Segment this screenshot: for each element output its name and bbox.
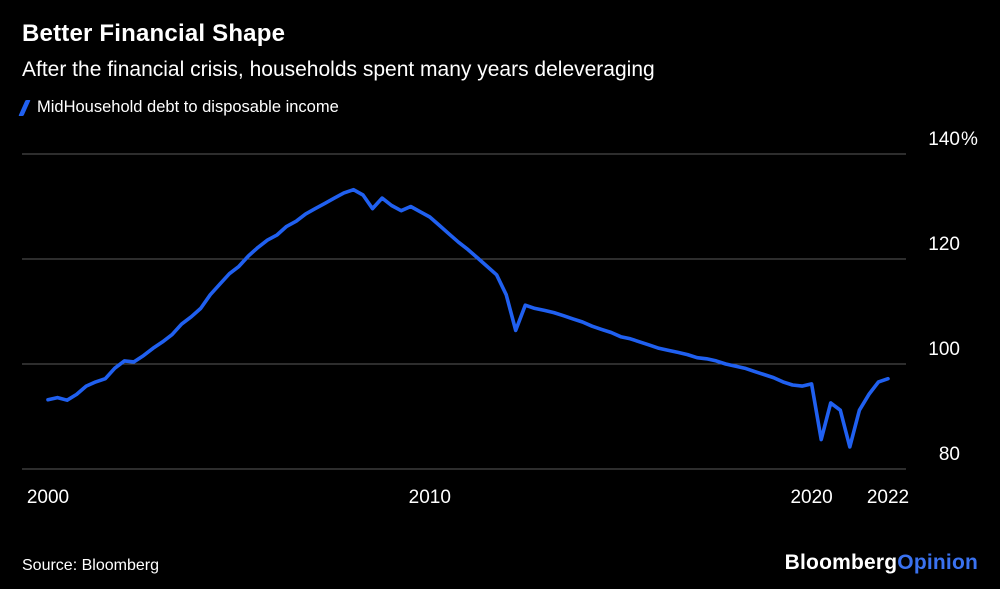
legend: MidHousehold debt to disposable income: [18, 98, 978, 117]
svg-text:%: %: [961, 129, 978, 150]
svg-text:2010: 2010: [409, 487, 451, 508]
svg-text:2022: 2022: [867, 487, 909, 508]
svg-text:120: 120: [928, 234, 960, 255]
logo-bloomberg: Bloomberg: [784, 551, 898, 574]
line-chart: 140 % 120 100 80 2000 2010 2020 2022: [22, 129, 978, 508]
svg-text:2020: 2020: [790, 487, 832, 508]
chart-title: Better Financial Shape: [22, 20, 286, 47]
svg-text:140: 140: [928, 129, 960, 150]
logo-opinion: Opinion: [897, 551, 978, 574]
bloomberg-opinion-logo: BloombergOpinion: [785, 551, 978, 575]
chart-subtitle: After the financial crisis, households s…: [22, 58, 655, 81]
svg-text:80: 80: [939, 444, 960, 465]
chart-footer: Source: Bloomberg BloombergOpinion: [22, 551, 978, 575]
legend-line-marker-icon: [18, 99, 31, 116]
svg-text:100: 100: [928, 339, 960, 360]
legend-label: MidHousehold debt to disposable income: [37, 98, 339, 116]
source-label: Source: Bloomberg: [22, 557, 159, 574]
svg-text:2000: 2000: [27, 487, 69, 508]
